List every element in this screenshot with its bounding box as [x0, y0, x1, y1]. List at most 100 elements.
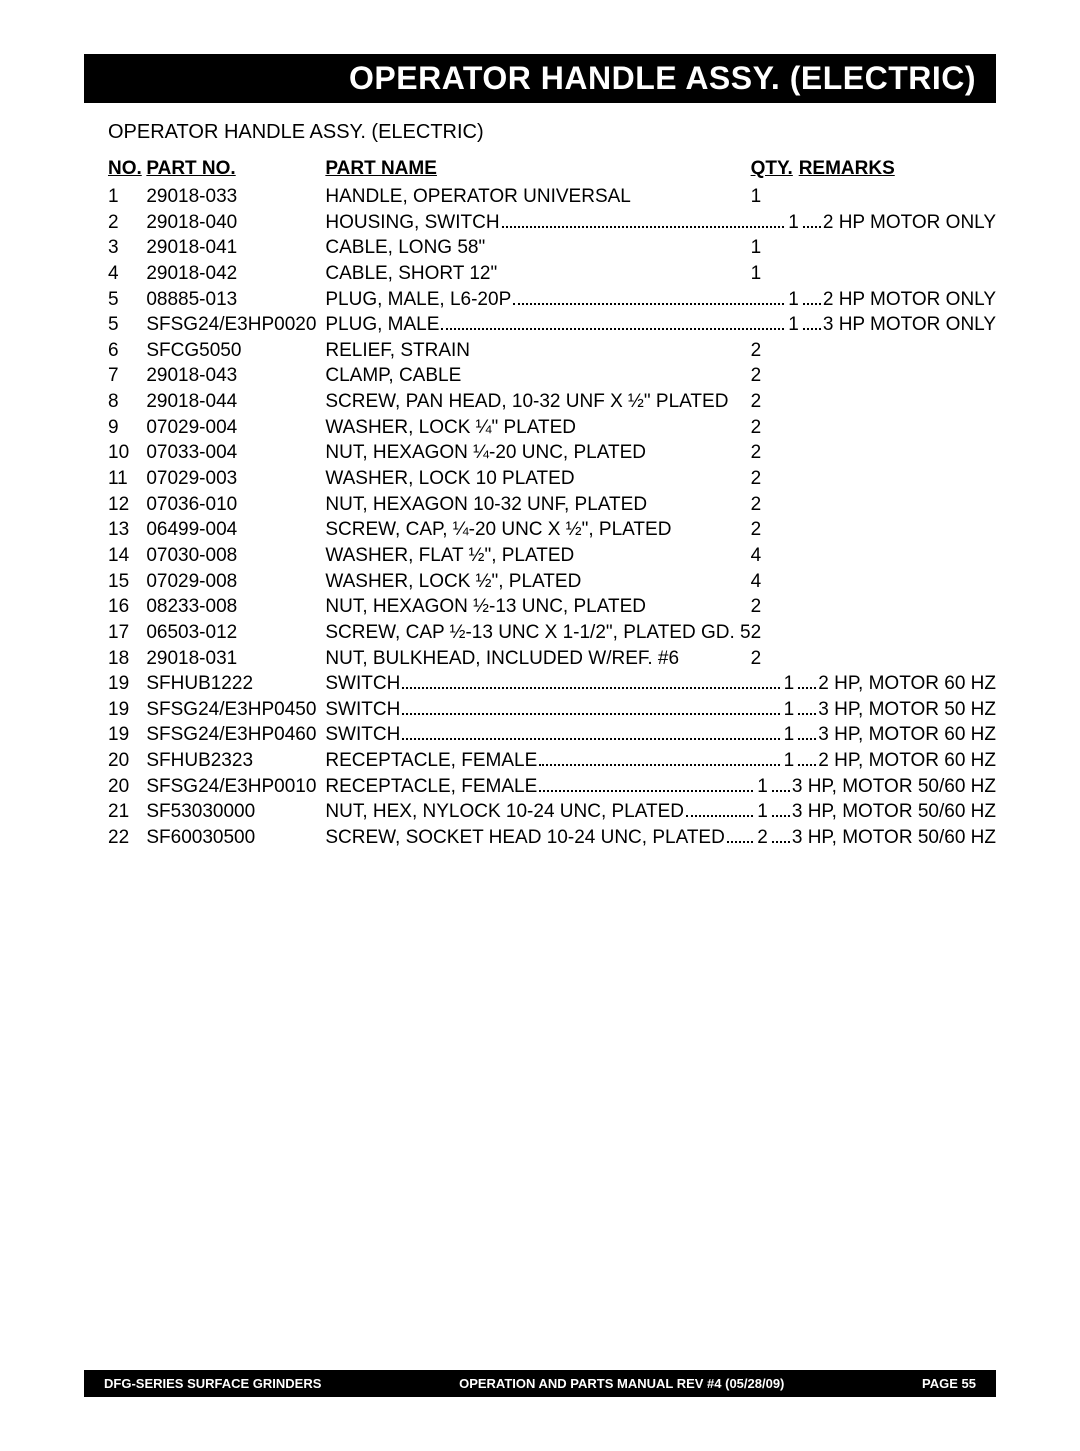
- cell-remarks: 2 HP, MOTOR 60 HZ: [818, 748, 996, 774]
- table-row: 21SF53030000NUT, HEX, NYLOCK 10-24 UNC, …: [108, 799, 996, 825]
- cell-partname: RECEPTACLE, FEMALE12 HP, MOTOR 60 HZ: [325, 748, 996, 774]
- page-footer-bar: DFG-SERIES SURFACE GRINDERS OPERATION AN…: [84, 1370, 996, 1397]
- cell-no: 3: [108, 235, 146, 261]
- table-row: 22SF60030500SCREW, SOCKET HEAD 10-24 UNC…: [108, 825, 996, 851]
- leader-dots: [686, 815, 753, 817]
- leader-dots: [803, 303, 821, 305]
- cell-qty: 1: [755, 774, 770, 800]
- leader-dots: [803, 226, 821, 228]
- cell-partno: 07029-003: [146, 466, 325, 492]
- table-row: 1706503-012SCREW, CAP ½-13 UNC X 1-1/2",…: [108, 620, 996, 646]
- cell-no: 1: [108, 184, 146, 210]
- leader-dots: [772, 841, 790, 843]
- cell-partno: SFSG24/E3HP0460: [146, 722, 325, 748]
- cell-partno: 06499-004: [146, 517, 325, 543]
- leader-dots: [513, 303, 784, 305]
- cell-partno: SFSG24/E3HP0450: [146, 697, 325, 723]
- cell-partname: HANDLE, OPERATOR UNIVERSAL: [325, 184, 750, 210]
- cell-no: 15: [108, 569, 146, 595]
- col-header-no: NO.: [108, 158, 146, 184]
- cell-partname: SCREW, CAP ½-13 UNC X 1-1/2", PLATED GD.…: [325, 620, 750, 646]
- cell-partname: NUT, BULKHEAD, INCLUDED W/REF. #6: [325, 646, 750, 672]
- table-row: 1507029-008WASHER, LOCK ½", PLATED4: [108, 569, 996, 595]
- cell-remarks: 3 HP, MOTOR 50/60 HZ: [792, 825, 996, 851]
- cell-no: 6: [108, 338, 146, 364]
- cell-remarks: 3 HP, MOTOR 50/60 HZ: [792, 799, 996, 825]
- cell-partname: RECEPTACLE, FEMALE 1 3 HP, MOTOR 50/60 HZ: [325, 774, 996, 800]
- table-row: 907029-004WASHER, LOCK ¼" PLATED2: [108, 415, 996, 441]
- cell-no: 21: [108, 799, 146, 825]
- cell-remarks: [799, 389, 996, 415]
- leader-dots: [798, 738, 816, 740]
- cell-partname: SWITCH13 HP, MOTOR 60 HZ: [325, 722, 996, 748]
- cell-qty: 2: [751, 646, 799, 672]
- cell-no: 12: [108, 492, 146, 518]
- cell-qty: 1: [751, 235, 799, 261]
- cell-partno: 07036-010: [146, 492, 325, 518]
- leader-dots: [772, 790, 790, 792]
- section-subtitle: OPERATOR HANDLE ASSY. (ELECTRIC): [108, 121, 996, 144]
- cell-qty: 2: [751, 517, 799, 543]
- table-row: 19SFHUB1222SWITCH12 HP, MOTOR 60 HZ: [108, 671, 996, 697]
- cell-partno: SFCG5050: [146, 338, 325, 364]
- cell-no: 11: [108, 466, 146, 492]
- cell-partno: SFHUB2323: [146, 748, 325, 774]
- cell-qty: 2: [755, 825, 770, 851]
- cell-partno: 29018-031: [146, 646, 325, 672]
- part-name-text: SWITCH: [325, 697, 400, 723]
- table-row: 19SFSG24/E3HP0460SWITCH13 HP, MOTOR 60 H…: [108, 722, 996, 748]
- part-name-text: RECEPTACLE, FEMALE: [325, 774, 537, 800]
- cell-remarks: 2 HP, MOTOR 60 HZ: [818, 671, 996, 697]
- cell-qty: 2: [751, 466, 799, 492]
- col-header-partname: PART NAME: [325, 158, 750, 184]
- cell-partno: SF60030500: [146, 825, 325, 851]
- leader-dots: [798, 713, 816, 715]
- cell-remarks: 3 HP, MOTOR 50/60 HZ: [792, 774, 996, 800]
- cell-partname: HOUSING, SWITCH12 HP MOTOR ONLY: [325, 210, 996, 236]
- cell-qty: 1: [782, 722, 797, 748]
- table-row: 229018-040HOUSING, SWITCH12 HP MOTOR ONL…: [108, 210, 996, 236]
- cell-no: 19: [108, 722, 146, 748]
- leader-dots: [402, 687, 779, 689]
- cell-partname: RELIEF, STRAIN: [325, 338, 750, 364]
- cell-no: 9: [108, 415, 146, 441]
- table-row: 6SFCG5050RELIEF, STRAIN2: [108, 338, 996, 364]
- part-name-text: PLUG, MALE, L6-20P: [325, 287, 511, 313]
- cell-remarks: [799, 184, 996, 210]
- content-area: OPERATOR HANDLE ASSY. (ELECTRIC) NO. PAR…: [108, 121, 996, 851]
- table-row: 1007033-004NUT, HEXAGON ¼-20 UNC, PLATED…: [108, 440, 996, 466]
- cell-partno: 29018-041: [146, 235, 325, 261]
- cell-no: 7: [108, 363, 146, 389]
- cell-remarks: [799, 466, 996, 492]
- cell-qty: 2: [751, 492, 799, 518]
- cell-remarks: [799, 492, 996, 518]
- footer-right: PAGE 55: [922, 1376, 976, 1391]
- part-name-text: NUT, HEX, NYLOCK 10-24 UNC, PLATED: [325, 799, 684, 825]
- cell-partno: SF53030000: [146, 799, 325, 825]
- cell-qty: 2: [751, 620, 799, 646]
- cell-partname: CABLE, SHORT 12": [325, 261, 750, 287]
- part-name-text: SWITCH: [325, 722, 400, 748]
- cell-remarks: [799, 363, 996, 389]
- cell-no: 18: [108, 646, 146, 672]
- cell-partname: PLUG, MALE13 HP MOTOR ONLY: [325, 312, 996, 338]
- cell-no: 8: [108, 389, 146, 415]
- footer-left: DFG-SERIES SURFACE GRINDERS: [104, 1376, 321, 1391]
- cell-no: 22: [108, 825, 146, 851]
- leader-dots: [539, 790, 753, 792]
- cell-no: 5: [108, 287, 146, 313]
- table-row: 1608233-008NUT, HEXAGON ½-13 UNC, PLATED…: [108, 594, 996, 620]
- leader-dots: [727, 841, 753, 843]
- cell-partname: SWITCH12 HP, MOTOR 60 HZ: [325, 671, 996, 697]
- page-header-bar: OPERATOR HANDLE ASSY. (ELECTRIC): [84, 54, 996, 103]
- cell-qty: 2: [751, 338, 799, 364]
- cell-remarks: [799, 415, 996, 441]
- parts-table: NO. PART NO. PART NAME QTY. REMARKS 1290…: [108, 158, 996, 851]
- cell-remarks: 3 HP MOTOR ONLY: [823, 312, 996, 338]
- cell-partname: SWITCH13 HP, MOTOR 50 HZ: [325, 697, 996, 723]
- col-header-partno: PART NO.: [146, 158, 325, 184]
- cell-no: 10: [108, 440, 146, 466]
- part-name-text: HOUSING, SWITCH: [325, 210, 499, 236]
- cell-no: 5: [108, 312, 146, 338]
- table-row: 5SFSG24/E3HP0020PLUG, MALE13 HP MOTOR ON…: [108, 312, 996, 338]
